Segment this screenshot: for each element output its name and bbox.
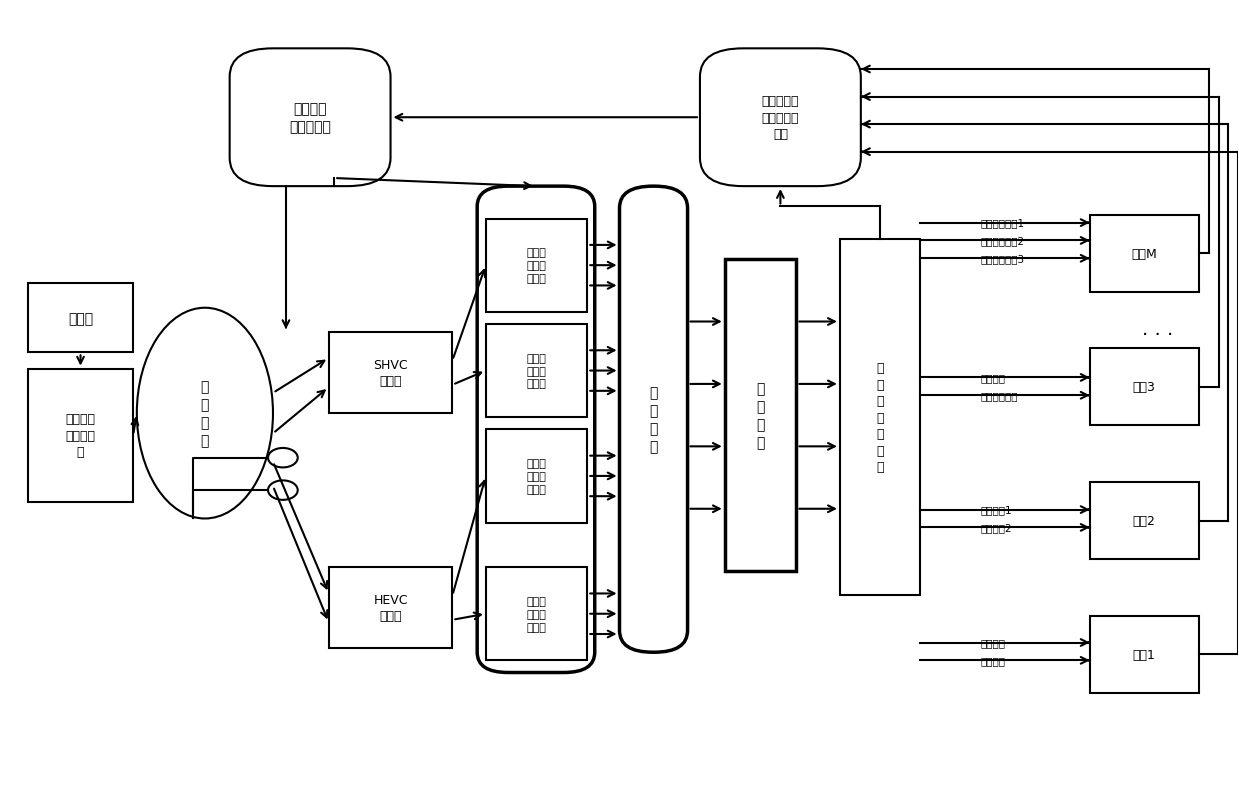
Ellipse shape	[136, 308, 273, 519]
Bar	[486, 324, 587, 418]
Text: 自适应
多描述
编码器: 自适应 多描述 编码器	[527, 458, 546, 494]
Bar	[1090, 349, 1198, 426]
Text: 用户2: 用户2	[1132, 514, 1156, 527]
Text: SHVC
编码器: SHVC 编码器	[373, 358, 408, 388]
Circle shape	[268, 481, 297, 500]
Bar	[28, 284, 133, 353]
FancyBboxPatch shape	[229, 49, 390, 187]
Text: 传
输
队
列: 传 输 队 列	[756, 382, 764, 449]
Text: 复
用
及
路
径
选
择: 复 用 及 路 径 选 择	[876, 362, 883, 474]
Bar	[1090, 215, 1198, 292]
Bar	[725, 260, 797, 572]
Text: 一阶反射路径2: 一阶反射路径2	[981, 236, 1025, 247]
FancyBboxPatch shape	[477, 187, 595, 672]
Text: 自适应
多描述
编码器: 自适应 多描述 编码器	[527, 354, 546, 388]
Bar	[328, 333, 452, 414]
Text: 一阶反射路径: 一阶反射路径	[981, 391, 1018, 401]
Text: 用户3: 用户3	[1132, 381, 1156, 394]
FancyBboxPatch shape	[700, 49, 861, 187]
Text: 用户1: 用户1	[1132, 648, 1156, 661]
Text: 中继路径: 中继路径	[981, 373, 1006, 383]
Text: · · ·: · · ·	[1142, 325, 1173, 345]
Text: 自适应
多描述
编码器: 自适应 多描述 编码器	[527, 596, 546, 632]
Text: 张量分解
显著性提
取: 张量分解 显著性提 取	[66, 413, 95, 459]
Bar	[486, 430, 587, 523]
Bar	[328, 568, 452, 648]
Bar	[486, 219, 587, 312]
Text: 用户M: 用户M	[1131, 247, 1157, 260]
Text: 自适应
多描述
编码器: 自适应 多描述 编码器	[527, 248, 546, 284]
Text: 中继路径2: 中继路径2	[981, 523, 1012, 533]
Bar	[486, 568, 587, 660]
Text: HEVC
编码器: HEVC 编码器	[373, 593, 408, 623]
Text: 一阶反射路径3: 一阶反射路径3	[981, 254, 1025, 264]
Circle shape	[268, 448, 297, 468]
Bar	[28, 369, 133, 503]
Text: 码
率
分
配: 码 率 分 配	[201, 380, 209, 448]
Text: 喷
泉
编
码: 喷 泉 编 码	[649, 386, 658, 453]
Text: 中继路径: 中继路径	[981, 637, 1006, 648]
Text: 视频源: 视频源	[68, 311, 93, 325]
Bar	[840, 239, 921, 596]
Text: 中继路径1: 中继路径1	[981, 505, 1012, 515]
Text: 一阶反射路径1: 一阶反射路径1	[981, 218, 1025, 229]
FancyBboxPatch shape	[620, 187, 688, 652]
Bar	[1090, 616, 1198, 693]
Bar	[1090, 483, 1198, 560]
Text: 场景建模
编码控制器: 场景建模 编码控制器	[289, 102, 331, 134]
Text: 用户信息汇
聚、融合、
分析: 用户信息汇 聚、融合、 分析	[762, 95, 799, 141]
Text: 视线路径: 视线路径	[981, 655, 1006, 666]
